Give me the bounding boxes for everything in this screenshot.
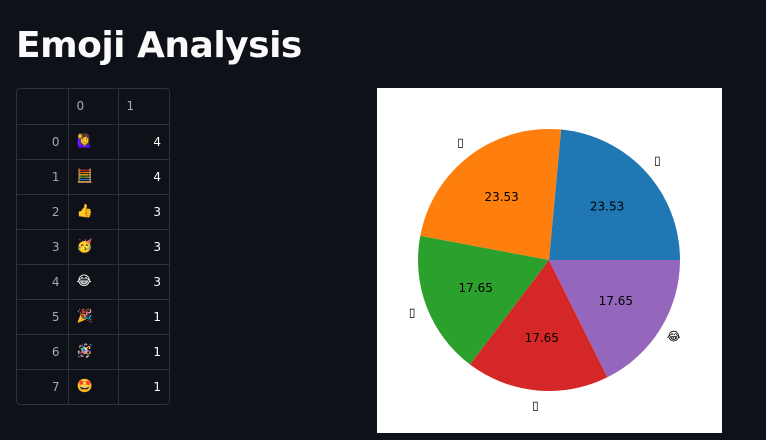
table-row[interactable]: 5 🎉 1 (17, 299, 169, 335)
row-index-cell[interactable]: 6 (17, 334, 69, 370)
pie-chart-svg: 23.53 ▯ 23.53 ▯ 17.65 ▯ 17.65 ▯ 17.65 😂 (409, 129, 681, 413)
column-header-1[interactable]: 1 (118, 89, 169, 125)
table-row[interactable]: 1 🧮 4 (17, 159, 169, 195)
page-title: Emoji Analysis (16, 25, 302, 66)
row-index-cell[interactable]: 1 (17, 159, 69, 195)
table-row[interactable]: 3 🥳 3 (17, 229, 169, 265)
emoji-cell[interactable]: 🥳 (68, 229, 119, 265)
column-header-index[interactable] (17, 89, 69, 125)
emoji-table[interactable]: 0 1 0 🙋‍♀️ 4 1 🧮 4 2 👍 3 3 🥳 3 4 😂 3 5 🎉 1 6 🪅 1 7 🤩 1 (16, 88, 170, 405)
emoji-cell[interactable]: 🪅 (68, 334, 119, 370)
emoji-cell[interactable]: 🧮 (68, 159, 119, 195)
count-cell[interactable]: 1 (153, 379, 161, 394)
count-cell[interactable]: 1 (118, 299, 169, 335)
count-cell[interactable]: 3 (118, 264, 169, 300)
pie-slice-category-label: 😂 (667, 330, 681, 344)
table-header-row: 0 1 (17, 89, 169, 125)
pie-slice-percent-label: 17.65 (459, 281, 493, 295)
pie-slice (420, 129, 562, 260)
count-cell[interactable]: 3 (118, 194, 169, 230)
pie-slice-category-label: ▯ (409, 306, 416, 320)
count-cell[interactable]: 4 (118, 159, 169, 195)
pie-slice-percent-label: 17.65 (525, 331, 559, 345)
column-header-0[interactable]: 0 (68, 89, 119, 125)
emoji-dataframe: 0 1 0 🙋‍♀️ 4 1 🧮 4 2 👍 3 3 🥳 3 4 😂 3 5 🎉 1 6 🪅 1 7 🤩 1 (17, 89, 169, 404)
emoji-cell[interactable]: 🙋‍♀️ (68, 124, 119, 160)
pie-slice-category-label: ▯ (532, 399, 539, 413)
row-index-cell[interactable]: 3 (17, 229, 69, 265)
count-cell[interactable]: 4 (118, 124, 169, 160)
row-index-cell[interactable]: 7 (17, 369, 69, 404)
table-row[interactable]: 6 🪅 1 (17, 334, 169, 370)
emoji-cell[interactable]: 🤩 (68, 369, 119, 404)
pie-slice-percent-label: 17.65 (599, 294, 633, 308)
row-index-cell[interactable]: 2 (17, 194, 69, 230)
pie-slice (549, 260, 680, 378)
table-row[interactable]: 0 🙋‍♀️ 4 (17, 124, 169, 160)
pie-slice-percent-label: 23.53 (590, 200, 624, 214)
row-index-cell[interactable]: 0 (17, 124, 69, 160)
pie-slice-category-label: ▯ (654, 154, 661, 168)
table-row[interactable]: 4 😂 3 (17, 264, 169, 300)
pie-slice-category-label: ▯ (457, 135, 464, 149)
table-row[interactable]: 7 🤩 1 (17, 369, 169, 404)
count-cell[interactable]: 3 (118, 229, 169, 265)
row-index-cell[interactable]: 4 (17, 264, 69, 300)
row-index-cell[interactable]: 5 (17, 299, 69, 335)
emoji-pie-chart: 23.53 ▯ 23.53 ▯ 17.65 ▯ 17.65 ▯ 17.65 😂 (377, 88, 722, 433)
count-cell[interactable]: 1 (118, 334, 169, 370)
emoji-cell[interactable]: 😂 (68, 264, 119, 300)
table-row[interactable]: 2 👍 3 (17, 194, 169, 230)
pie-slice (470, 260, 608, 391)
emoji-cell[interactable]: 🎉 (68, 299, 119, 335)
pie-slice-percent-label: 23.53 (484, 190, 518, 204)
emoji-cell[interactable]: 👍 (68, 194, 119, 230)
pie-slice (418, 235, 549, 365)
pie-slice (549, 129, 680, 260)
